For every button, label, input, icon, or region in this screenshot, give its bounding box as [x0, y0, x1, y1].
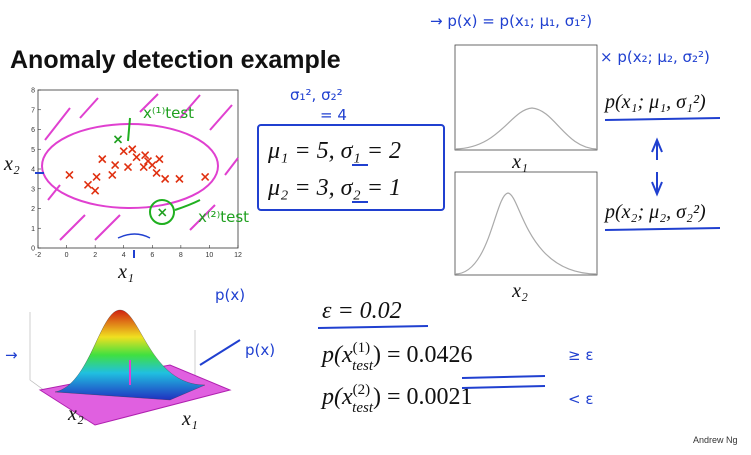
- point: [141, 151, 150, 160]
- x-tick-label: 10: [206, 252, 214, 259]
- y-tick-label: 4: [31, 167, 35, 174]
- point: [111, 160, 120, 170]
- x-tick-label: 6: [150, 252, 154, 259]
- annotation: → p(x) = p(x₁; μ₁, σ₁²): [430, 12, 592, 30]
- point: [158, 208, 167, 217]
- point: [92, 172, 101, 181]
- pointer: [127, 117, 131, 142]
- underline: [317, 325, 429, 329]
- gaussian-plot: [454, 171, 598, 276]
- point: [161, 174, 170, 183]
- underline: [461, 375, 546, 379]
- epsilon: ε = 0.02: [322, 298, 402, 324]
- underline: [604, 227, 721, 231]
- point: [65, 170, 74, 179]
- x-tick-label: 0: [65, 252, 69, 259]
- annotation: σ₁², σ₂²: [290, 86, 343, 104]
- param: μ₁ = 5, σ₁ = 2: [267, 138, 401, 164]
- overline: [461, 385, 546, 389]
- point: [139, 162, 148, 172]
- plot-label: x₁: [511, 151, 528, 173]
- point: [98, 155, 107, 164]
- gaussian-plot: [454, 44, 598, 151]
- x-axis-label: x₁: [117, 261, 134, 283]
- test-prob: p(x(1) test) = 0.0426: [320, 340, 473, 374]
- y-tick-label: 0: [31, 246, 35, 253]
- part: test: [352, 358, 374, 374]
- x-tick-label: 2: [93, 252, 97, 259]
- test-prob: p(x(2) test) = 0.0021: [320, 382, 473, 416]
- point: [123, 162, 133, 172]
- annotation: ≥ ε: [568, 346, 593, 364]
- part: p(x: [320, 342, 353, 368]
- y-tick-label: 5: [31, 147, 35, 154]
- density: p(x₁; μ₁, σ₁²): [603, 91, 706, 113]
- point: [91, 186, 100, 195]
- surface-plot: [29, 309, 232, 426]
- y-tick-label: 6: [31, 127, 35, 134]
- density: p(x₂; μ₂, σ₂²): [603, 201, 706, 223]
- y-tick-label: 1: [31, 226, 35, 233]
- y-tick-label: 7: [31, 107, 35, 114]
- x-tick-label: -2: [35, 252, 41, 259]
- hatching: [44, 93, 239, 241]
- point: [128, 145, 137, 154]
- annotation: < ε: [568, 390, 593, 408]
- annotation: x⁽²⁾test: [198, 208, 249, 226]
- footer: Andrew Ng: [693, 435, 738, 445]
- sigma-mark: [117, 233, 151, 239]
- part: ) = 0.0021: [373, 384, 473, 410]
- point: [113, 135, 123, 144]
- point: [119, 147, 128, 156]
- plot-label: x₂: [511, 280, 528, 302]
- point: [132, 153, 141, 162]
- point: [108, 170, 117, 179]
- arrow: [651, 137, 663, 160]
- x-tick-label: 8: [179, 252, 183, 259]
- y-tick-label: 3: [31, 186, 35, 193]
- pointer: [174, 199, 201, 211]
- part: ) = 0.0426: [373, 342, 473, 368]
- annotation: = 4: [320, 106, 347, 124]
- point: [148, 160, 157, 170]
- annotation: p(x): [245, 341, 275, 359]
- y-axis-label: x₂: [3, 153, 20, 175]
- annotation: →: [5, 346, 18, 364]
- part: p(x: [320, 384, 353, 410]
- param-box: [257, 124, 445, 211]
- annotation: p(x): [215, 286, 245, 304]
- test-circle: [149, 199, 175, 225]
- point: [83, 180, 93, 189]
- point: [155, 155, 164, 164]
- arrow: [651, 172, 663, 197]
- surface-label: x₂: [67, 403, 84, 425]
- annotation: x⁽¹⁾test: [143, 104, 194, 122]
- underline: [604, 117, 721, 121]
- title: Anomaly detection example: [10, 46, 341, 74]
- point: [201, 172, 210, 181]
- point: [152, 168, 161, 178]
- y-tick-label: 8: [31, 88, 35, 95]
- param: μ₂ = 3, σ₂ = 1: [267, 175, 401, 201]
- x-tick-label: 12: [234, 252, 242, 259]
- surface-label: x₁: [181, 408, 198, 430]
- part: test: [352, 400, 374, 416]
- point: [175, 174, 184, 183]
- x-tick-label: 4: [122, 252, 126, 259]
- y-tick-label: 2: [31, 206, 35, 213]
- annotation: × p(x₂; μ₂, σ₂²): [600, 48, 710, 66]
- arrow: [199, 339, 241, 366]
- part: (1): [353, 340, 371, 356]
- part: (2): [353, 382, 371, 398]
